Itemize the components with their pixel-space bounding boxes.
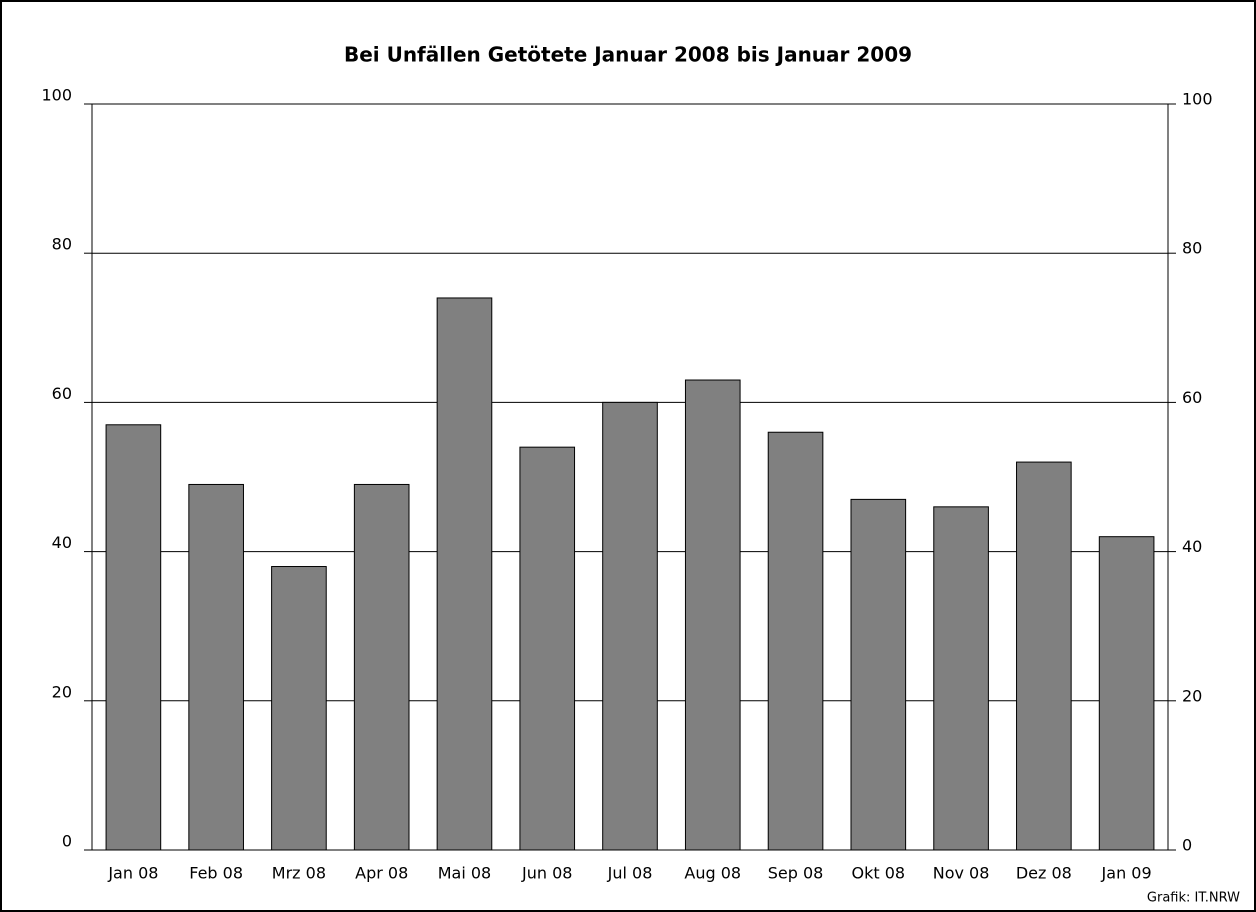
x-tick-label: Nov 08: [933, 864, 990, 883]
bar: [933, 506, 989, 851]
bar: [105, 424, 162, 851]
y-tick-label: 100: [41, 86, 72, 105]
x-tick-label: Mrz 08: [272, 864, 326, 883]
bar: [353, 483, 410, 851]
bar: [850, 498, 907, 851]
bar: [436, 297, 493, 851]
bar: [519, 446, 576, 851]
bar: [271, 566, 327, 851]
x-tick-label: Aug 08: [684, 864, 741, 883]
y2-tick-label: 20: [1182, 686, 1202, 705]
x-tick-label: Dez 08: [1016, 864, 1072, 883]
y-tick-label: 60: [52, 384, 72, 403]
bar: [1016, 461, 1072, 851]
bar: [684, 379, 741, 851]
y-tick-label: 20: [52, 682, 72, 701]
bar: [767, 431, 824, 851]
x-tick-label: Apr 08: [355, 864, 408, 883]
bar: [188, 483, 244, 851]
x-tick-label: Sep 08: [768, 864, 824, 883]
chart-title: Bei Unfällen Getötete Januar 2008 bis Ja…: [344, 43, 912, 67]
x-tick-label: Okt 08: [852, 864, 906, 883]
x-tick-label: Jun 08: [521, 864, 572, 883]
y2-tick-label: 80: [1182, 239, 1202, 258]
y-tick-label: 80: [52, 235, 72, 254]
y2-tick-label: 0: [1182, 836, 1192, 855]
source: Grafik: IT.NRW: [1147, 891, 1240, 906]
y2-tick-label: 100: [1182, 90, 1213, 109]
y-tick-label: 40: [52, 533, 72, 552]
x-tick-label: Feb 08: [189, 864, 243, 883]
x-tick-label: Jul 08: [607, 864, 653, 883]
x-tick-label: Jan 09: [1101, 864, 1152, 883]
x-tick-label: Mai 08: [438, 864, 492, 883]
x-tick-label: Jan 08: [107, 864, 158, 883]
y2-tick-label: 40: [1182, 537, 1202, 556]
y-tick-label: 0: [62, 832, 72, 851]
y2-tick-label: 60: [1182, 388, 1202, 407]
bar: [602, 401, 658, 851]
bar: [1098, 536, 1155, 851]
